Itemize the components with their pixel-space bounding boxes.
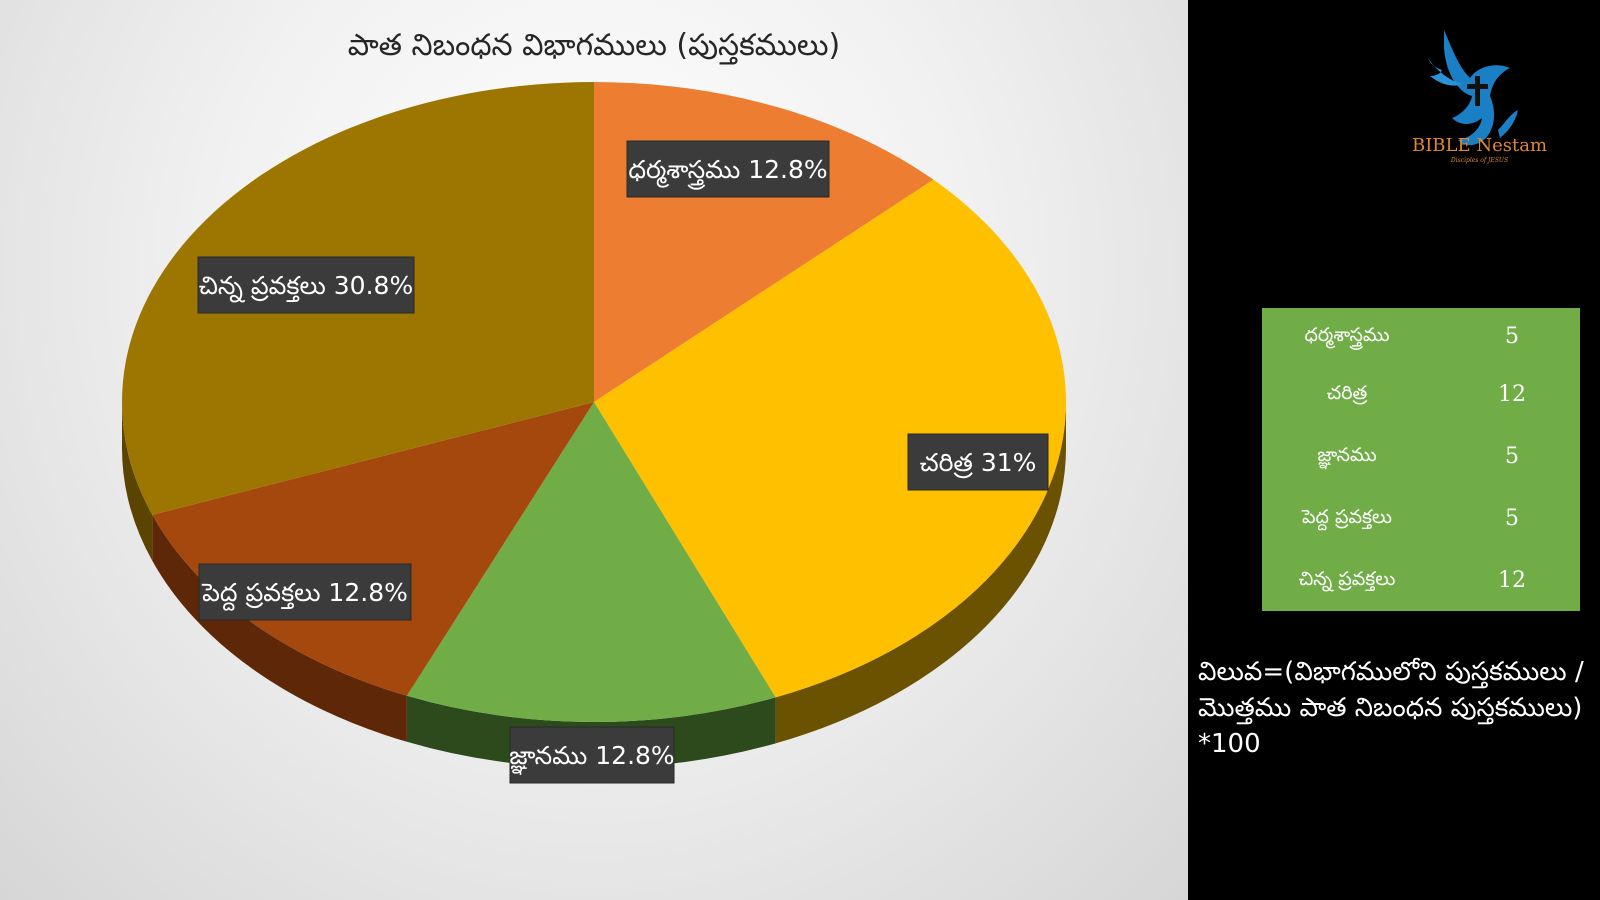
- table-cell-value: 5: [1505, 444, 1519, 469]
- logo-text: BIBLE Nestam: [1411, 135, 1548, 156]
- data-label-3: పెద్ద ప్రవక్తలు 12.8%: [198, 563, 412, 621]
- table-row: ధర్మశాస్త్రము 5: [1262, 308, 1580, 364]
- table-cell-name: చిన్న ప్రవక్తలు: [1298, 568, 1396, 590]
- table-row: చరిత్ర 12: [1262, 366, 1580, 422]
- data-label-4: చిన్న ప్రవక్తలు 30.8%: [197, 256, 415, 314]
- pie-chart: ధర్మశాస్త్రము 12.8% చరిత్ర 31% జ్ఞానము 12.…: [122, 82, 1066, 784]
- table-cell-value: 5: [1505, 506, 1519, 531]
- logo-subtitle: Disciples of JESUS: [1450, 157, 1509, 164]
- dove-logo-icon: [1428, 30, 1518, 146]
- data-label-text: పెద్ద ప్రవక్తలు 12.8%: [201, 578, 408, 611]
- data-label-text: చరిత్ర 31%: [920, 448, 1037, 479]
- data-label-box: [509, 726, 675, 784]
- chart-panel: పాత నిబంధన విభాగములు (పుస్తకములు) ధర్మశా…: [0, 0, 1188, 900]
- table-cell-value: 12: [1498, 568, 1526, 593]
- data-label-text: జ్ఞానము 12.8%: [509, 741, 674, 775]
- chart-title: పాత నిబంధన విభాగములు (పుస్తకములు): [347, 28, 841, 63]
- formula-line: మొత్తము పాత నిబంధన పుస్తకములు): [1198, 693, 1583, 723]
- table-row: పెద్ద ప్రవక్తలు 5: [1262, 490, 1580, 546]
- data-label-box: [907, 433, 1049, 491]
- data-table: ధర్మశాస్త్రము 5 చరిత్ర 12 జ్ఞానము 5 పెద్…: [1262, 308, 1580, 611]
- data-label-text: చిన్న ప్రవక్తలు 30.8%: [199, 271, 413, 303]
- formula-line: *100: [1198, 729, 1261, 759]
- data-label-box: [626, 140, 830, 198]
- data-label-box: [197, 256, 415, 314]
- pie-slice-side-4: [122, 402, 153, 561]
- pie-slice-2: [406, 402, 776, 722]
- table-cell-name: ధర్మశాస్త్రము: [1304, 324, 1390, 346]
- table-row: జ్ఞానము 5: [1262, 428, 1580, 484]
- data-label-2: జ్ఞానము 12.8%: [509, 726, 675, 784]
- table-cell-name: పెద్ద ప్రవక్తలు: [1302, 506, 1392, 528]
- data-label-0: ధర్మశాస్త్రము 12.8%: [626, 140, 830, 198]
- pie-slice-side-1: [775, 402, 1066, 744]
- pie-slice-3: [152, 402, 594, 696]
- data-label-box: [198, 563, 412, 621]
- table-cell-name: జ్ఞానము: [1317, 444, 1377, 466]
- pie-slice-side-3: [152, 514, 407, 742]
- data-label-1: చరిత్ర 31%: [907, 433, 1049, 491]
- table-cell-name: చరిత్ర: [1326, 382, 1368, 404]
- table-cell-value: 5: [1505, 324, 1519, 349]
- formula-text: విలువ=(విభాగములోని పుస్తకములు / మొత్తము …: [1198, 654, 1594, 762]
- table-cell-value: 12: [1498, 382, 1526, 407]
- formula-line: విలువ=(విభాగములోని పుస్తకములు /: [1198, 657, 1584, 687]
- pie-slice-1: [594, 179, 1066, 698]
- table-row: చిన్న ప్రవక్తలు 12: [1262, 552, 1580, 608]
